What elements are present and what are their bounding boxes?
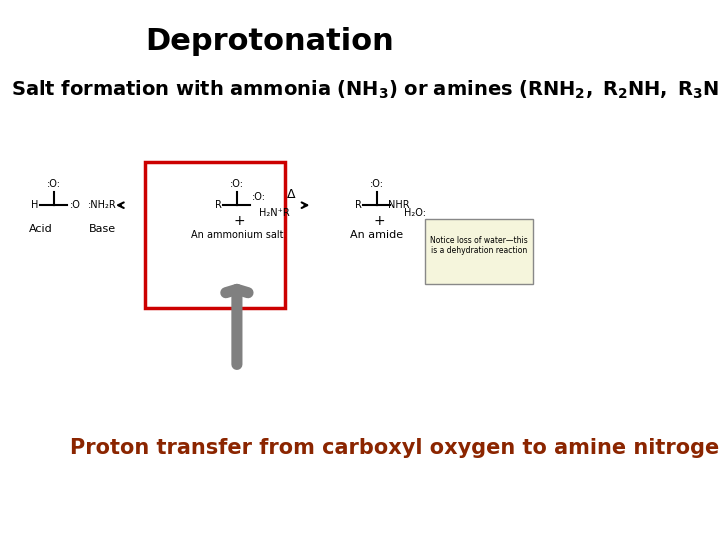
Text: Base: Base bbox=[89, 225, 116, 234]
FancyBboxPatch shape bbox=[5, 103, 528, 335]
Text: +: + bbox=[234, 214, 246, 228]
Text: :O:: :O: bbox=[370, 179, 384, 188]
Text: :Ȯ: :Ȯ bbox=[70, 200, 81, 210]
FancyBboxPatch shape bbox=[426, 219, 533, 284]
Text: H₂N⁺R: H₂N⁺R bbox=[259, 208, 290, 218]
Text: :NH₂R: :NH₂R bbox=[88, 200, 117, 210]
Text: Proton transfer from carboxyl oxygen to amine nitrogen: Proton transfer from carboxyl oxygen to … bbox=[70, 438, 720, 458]
Text: H: H bbox=[31, 200, 39, 210]
Text: $\mathbf{Salt\ formation\ with\ ammonia\ (NH_3)\ or\ amines\ (RNH_2,\ R_2NH,\ R_: $\mathbf{Salt\ formation\ with\ ammonia\… bbox=[11, 78, 720, 100]
Text: An ammonium salt: An ammonium salt bbox=[191, 230, 283, 240]
Text: +: + bbox=[374, 214, 385, 228]
Bar bbox=[5, 103, 528, 335]
Text: NHR: NHR bbox=[387, 200, 409, 210]
Text: :O:: :O: bbox=[230, 179, 244, 188]
Text: R: R bbox=[355, 200, 361, 210]
Text: Acid: Acid bbox=[29, 225, 53, 234]
FancyBboxPatch shape bbox=[145, 162, 285, 308]
Text: H₂O:: H₂O: bbox=[404, 208, 426, 218]
Text: :O:: :O: bbox=[47, 179, 61, 188]
Text: Δ: Δ bbox=[287, 188, 295, 201]
Text: An amide: An amide bbox=[351, 230, 403, 240]
Text: Deprotonation: Deprotonation bbox=[145, 27, 394, 56]
Text: Notice loss of water—this
is a dehydration reaction: Notice loss of water—this is a dehydrati… bbox=[431, 236, 528, 255]
Text: :O:: :O: bbox=[251, 192, 266, 202]
Text: R: R bbox=[215, 200, 222, 210]
